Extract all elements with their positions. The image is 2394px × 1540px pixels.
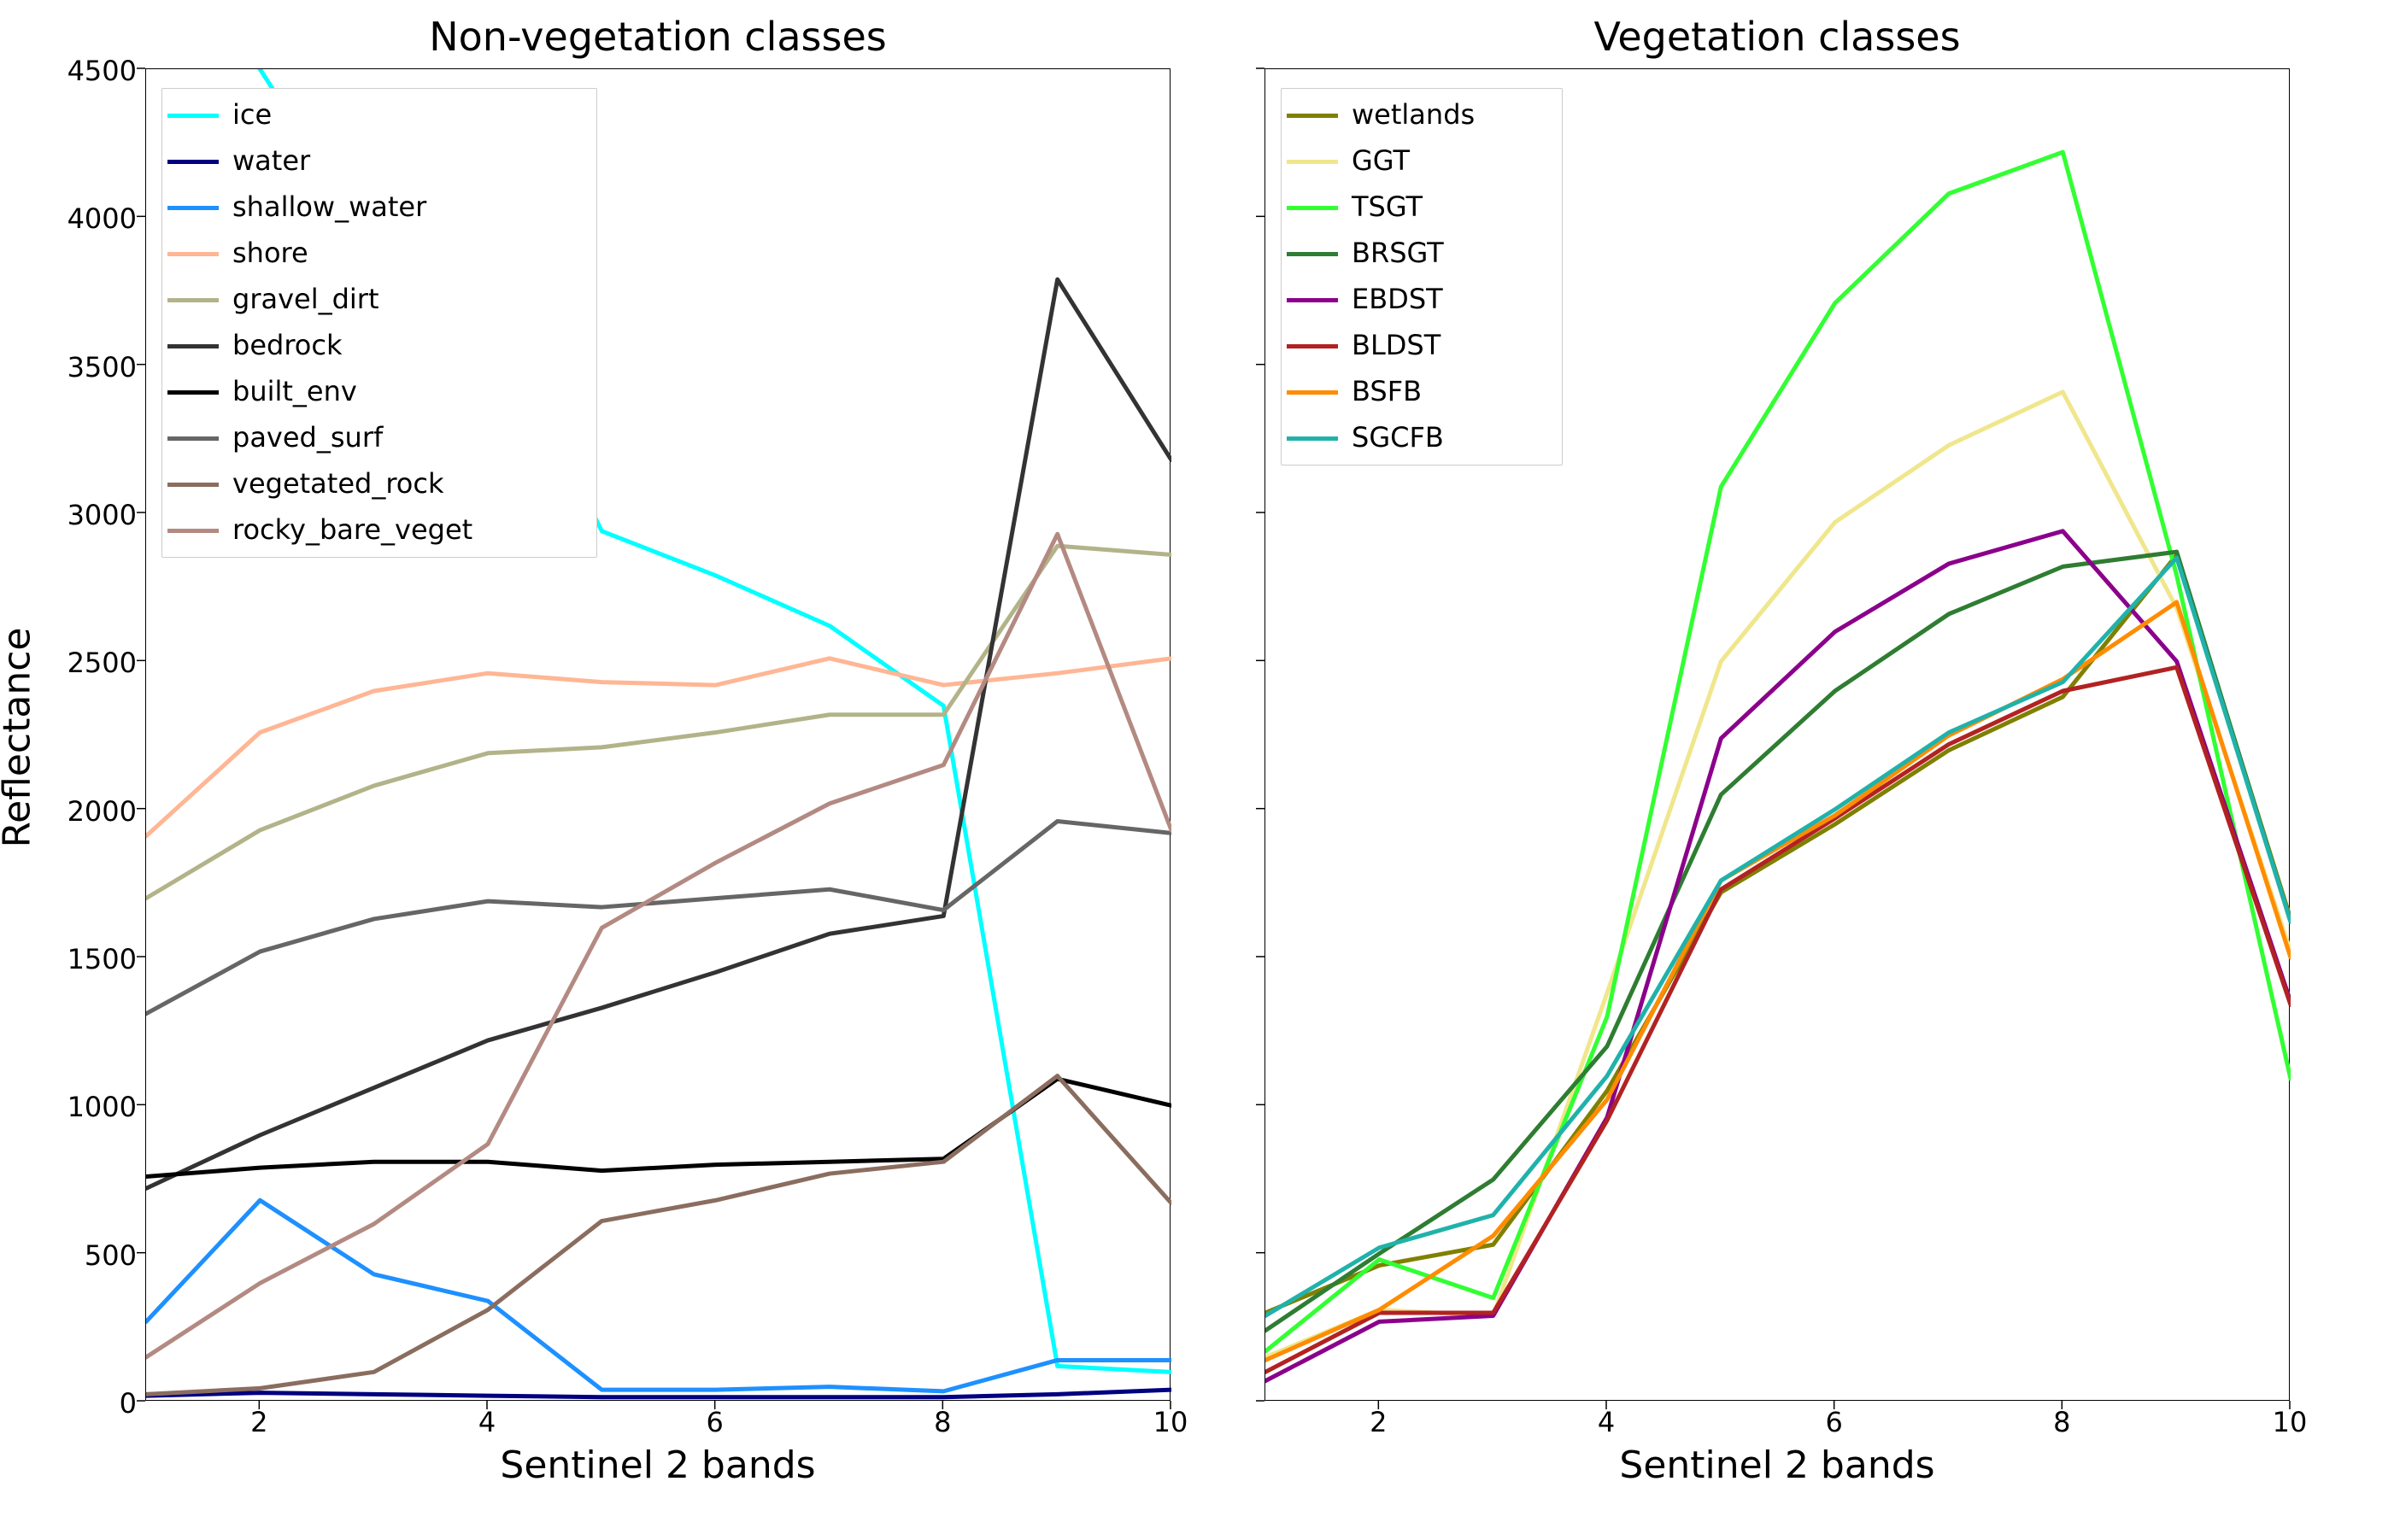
legend-row: vegetated_rock — [167, 461, 591, 507]
panel-nonveg: ice water shallow_watershore gravel_dirtbed… — [145, 68, 1171, 1401]
series-line-veg-7 — [1265, 558, 2291, 1315]
series-line-nonveg-7 — [146, 822, 1171, 1014]
xtick-label-nonveg: 8 — [917, 1406, 968, 1438]
legend-label: paved_surf — [232, 424, 383, 453]
legend-swatch — [1287, 344, 1338, 348]
xtick-label-veg: 10 — [2264, 1406, 2315, 1438]
series-line-veg-4 — [1265, 531, 2291, 1381]
xtick-label-veg: 4 — [1581, 1406, 1632, 1438]
ytick-label-nonveg: 4500 — [67, 55, 137, 87]
legend-row: wetlands — [1287, 92, 1557, 138]
legend-label: EBDST — [1352, 285, 1443, 314]
legend-label: SGCFB — [1352, 424, 1444, 453]
legend-row: SGCFB — [1287, 415, 1557, 461]
series-line-nonveg-2 — [146, 1200, 1171, 1391]
legend-row: GGT — [1287, 138, 1557, 184]
legend-label: wetlands — [1352, 101, 1475, 130]
series-line-veg-6 — [1265, 602, 2291, 1360]
legend-swatch — [1287, 298, 1338, 302]
xtick-label-veg: 8 — [2036, 1406, 2087, 1438]
legend-label: water — [232, 147, 310, 176]
legend-row: water — [167, 138, 591, 184]
legend-swatch — [167, 529, 219, 533]
ytick-label-nonveg: 4000 — [67, 202, 137, 235]
legend-label: shallow_water — [232, 193, 426, 222]
legend-swatch — [167, 483, 219, 487]
legend-row: BRSGT — [1287, 231, 1557, 277]
ytick-label-nonveg: 3000 — [67, 499, 137, 531]
legend-row: BSFB — [1287, 369, 1557, 415]
legend-swatch — [1287, 436, 1338, 441]
ytick-label-nonveg: 1000 — [67, 1091, 137, 1123]
legend-swatch — [167, 344, 219, 348]
legend-label: BLDST — [1352, 331, 1441, 360]
legend-nonveg: ice water shallow_watershore gravel_dirtbed… — [161, 88, 597, 558]
legend-label: bedrock — [232, 331, 342, 360]
xlabel-nonveg: Sentinel 2 bands — [145, 1443, 1171, 1487]
xtick-label-veg: 2 — [1352, 1406, 1404, 1438]
ytick-label-nonveg: 3500 — [67, 351, 137, 384]
legend-row: paved_surf — [167, 415, 591, 461]
legend-swatch — [1287, 390, 1338, 395]
legend-row: gravel_dirt — [167, 277, 591, 323]
xtick-label-nonveg: 6 — [689, 1406, 741, 1438]
ytick-label-nonveg: 2000 — [67, 795, 137, 828]
legend-label: rocky_bare_veget — [232, 516, 472, 545]
legend-row: rocky_bare_veget — [167, 507, 591, 553]
series-line-veg-1 — [1265, 392, 2291, 1357]
legend-swatch — [167, 298, 219, 302]
legend-row: shallow_water — [167, 184, 591, 231]
legend-swatch — [1287, 160, 1338, 164]
figure: ice water shallow_watershore gravel_dirtbed… — [0, 0, 2394, 1540]
legend-veg: wetlands GGT TSGT BRSGT EBDST BLDST BSFB SGCFB — [1281, 88, 1563, 466]
legend-row: EBDST — [1287, 277, 1557, 323]
legend-row: built_env — [167, 369, 591, 415]
legend-row: ice — [167, 92, 591, 138]
ytick-label-nonveg: 2500 — [67, 647, 137, 679]
legend-label: vegetated_rock — [232, 470, 443, 499]
legend-label: GGT — [1352, 147, 1410, 176]
series-line-veg-5 — [1265, 667, 2291, 1372]
legend-swatch — [167, 252, 219, 256]
legend-swatch — [1287, 206, 1338, 210]
xtick-label-veg: 6 — [1809, 1406, 1860, 1438]
legend-swatch — [167, 114, 219, 118]
legend-label: built_env — [232, 378, 357, 407]
legend-swatch — [167, 390, 219, 395]
legend-row: shore — [167, 231, 591, 277]
xtick-label-nonveg: 10 — [1145, 1406, 1196, 1438]
ylabel-nonveg: Reflectance — [0, 72, 39, 1404]
series-line-nonveg-3 — [146, 659, 1171, 836]
legend-swatch — [1287, 114, 1338, 118]
xlabel-veg: Sentinel 2 bands — [1264, 1443, 2290, 1487]
series-line-veg-3 — [1265, 552, 2291, 1331]
legend-swatch — [167, 160, 219, 164]
panel-veg: wetlands GGT TSGT BRSGT EBDST BLDST BSFB SGCFB — [1264, 68, 2290, 1401]
legend-label: shore — [232, 239, 308, 268]
legend-label: TSGT — [1352, 193, 1423, 222]
panel-title-nonveg: Non-vegetation classes — [145, 14, 1171, 60]
legend-swatch — [167, 206, 219, 210]
legend-label: ice — [232, 101, 272, 130]
legend-row: TSGT — [1287, 184, 1557, 231]
legend-swatch — [1287, 252, 1338, 256]
series-line-veg-0 — [1265, 555, 2291, 1313]
legend-label: gravel_dirt — [232, 285, 379, 314]
ytick-label-nonveg: 0 — [120, 1387, 137, 1420]
legend-label: BRSGT — [1352, 239, 1444, 268]
xtick-label-nonveg: 4 — [461, 1406, 513, 1438]
xtick-label-nonveg: 2 — [233, 1406, 285, 1438]
series-line-nonveg-4 — [146, 546, 1171, 899]
panel-title-veg: Vegetation classes — [1264, 14, 2290, 60]
series-line-nonveg-9 — [146, 534, 1171, 1357]
legend-row: bedrock — [167, 323, 591, 369]
ytick-label-nonveg: 500 — [85, 1239, 137, 1272]
legend-swatch — [167, 436, 219, 441]
legend-row: BLDST — [1287, 323, 1557, 369]
ytick-label-nonveg: 1500 — [67, 943, 137, 975]
legend-label: BSFB — [1352, 378, 1422, 407]
